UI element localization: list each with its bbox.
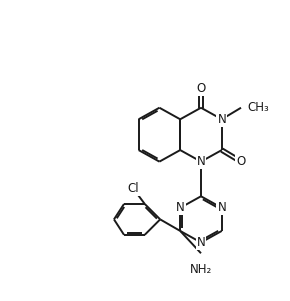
Text: N: N (218, 113, 226, 126)
Text: O: O (196, 82, 206, 95)
Text: N: N (197, 236, 205, 249)
Text: CH₃: CH₃ (247, 101, 269, 114)
Text: N: N (176, 201, 184, 214)
Text: N: N (197, 155, 205, 168)
Text: O: O (236, 155, 246, 168)
Text: NH₂: NH₂ (190, 263, 212, 276)
Text: N: N (218, 201, 226, 214)
Text: Cl: Cl (127, 182, 139, 195)
